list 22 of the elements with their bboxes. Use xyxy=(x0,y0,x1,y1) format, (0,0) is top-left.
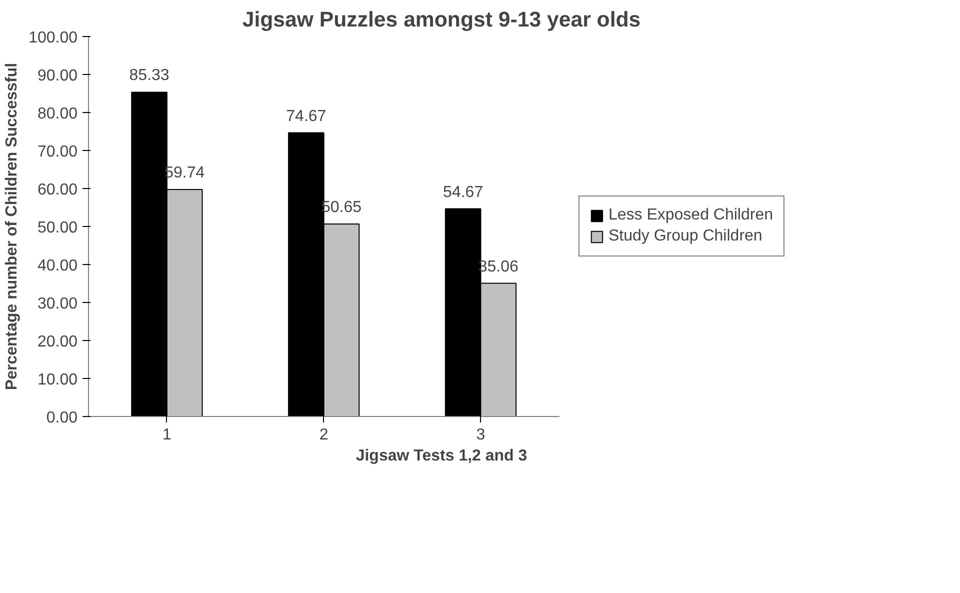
y-tick-label: 20.00 xyxy=(37,334,78,350)
y-tick-label: 50.00 xyxy=(37,220,78,236)
y-tick-label: 10.00 xyxy=(37,372,78,388)
y-tick-label: 0.00 xyxy=(46,410,78,426)
y-tick-label: 40.00 xyxy=(37,258,78,274)
data-label: 54.67 xyxy=(443,184,484,201)
legend-label: Less Exposed Children xyxy=(608,206,773,224)
y-tick-label: 80.00 xyxy=(37,106,78,122)
chart-title: Jigsaw Puzzles amongst 9-13 year olds xyxy=(242,8,641,32)
y-axis-title: Percentage number of Children Successful xyxy=(4,62,21,390)
x-tick-label: 2 xyxy=(319,426,328,444)
y-tick-label: 90.00 xyxy=(37,68,78,84)
y-tick-label: 70.00 xyxy=(37,144,78,160)
y-tick-label: 100.00 xyxy=(28,30,78,46)
data-label: 74.67 xyxy=(286,108,326,125)
x-tick-label: 1 xyxy=(162,426,172,444)
data-label: 85.33 xyxy=(129,67,170,84)
legend-label: Study Group Children xyxy=(608,228,762,246)
x-tick-label: 3 xyxy=(476,426,486,444)
y-tick-label: 30.00 xyxy=(37,296,78,312)
y-tick-label: 60.00 xyxy=(37,182,78,198)
x-axis-title: Jigsaw Tests 1,2 and 3 xyxy=(356,448,528,464)
